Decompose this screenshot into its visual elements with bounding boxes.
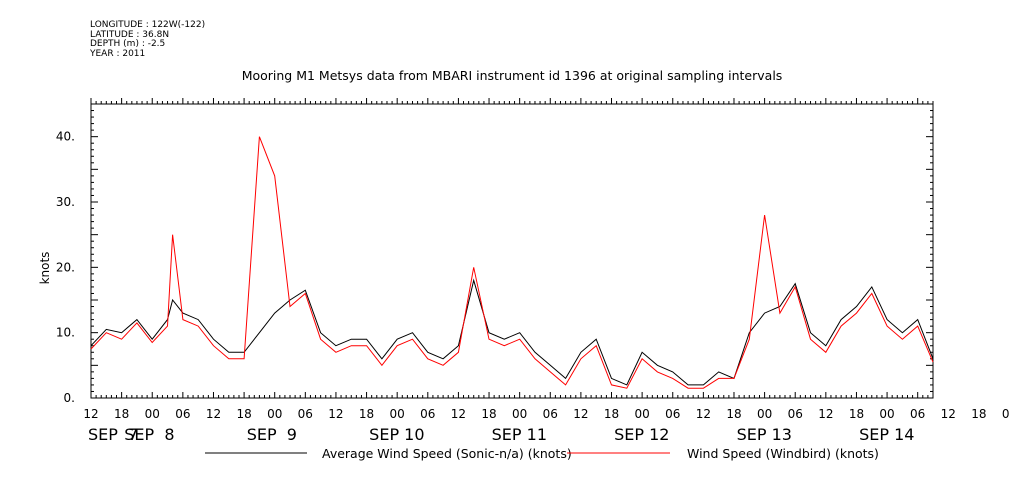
y-tick-label: 40. [56, 130, 75, 144]
series-line-2 [90, 136, 934, 389]
x-day-label: SEP 10 [369, 425, 424, 444]
legend-label-series-2: Wind Speed (Windbird) (knots) [687, 446, 879, 461]
x-tick-label: 18 [726, 407, 741, 421]
x-tick-label: 00 [145, 407, 160, 421]
y-tick-label: 20. [56, 260, 75, 274]
chart-title: Mooring M1 Metsys data from MBARI instru… [242, 68, 783, 83]
x-tick-label: 12 [941, 407, 956, 421]
x-tick-labels: 12 18 00 06 12 18 00 06 12 18 00 06 12 18 00 06 12 18 00 06… [83, 407, 1009, 421]
x-tick-label: 00 [390, 407, 405, 421]
x-day-label: SEP 7 [88, 425, 138, 444]
x-tick-label: 00 [512, 407, 527, 421]
x-day-label: SEP 12 [614, 425, 669, 444]
x-tick-label: 06 [298, 407, 313, 421]
x-tick-label: 18 [971, 407, 986, 421]
x-tick-label: 12 [573, 407, 588, 421]
longitude-text: LONGITUDE : 122W(-122) [90, 20, 206, 30]
x-tick-label: 18 [236, 407, 251, 421]
x-tick-label: 00 [879, 407, 894, 421]
legend: Average Wind Speed (Sonic-n/a) (knots) W… [205, 446, 879, 461]
x-tick-label: 00 [267, 407, 282, 421]
x-tick-label: 12 [696, 407, 711, 421]
x-tick-label: 00 [757, 407, 772, 421]
y-tick-labels: 0. 10. 20. 30. 40. [56, 130, 75, 405]
y-tick-label: 0. [64, 391, 75, 405]
year-text: YEAR : 2011 [90, 48, 146, 59]
x-tick-label: 18 [114, 407, 129, 421]
x-tick-label: 06 [543, 407, 558, 421]
x-tick-label: 12 [206, 407, 221, 421]
x-day-label: SEP 13 [737, 425, 792, 444]
x-day-label: SEP 14 [859, 425, 914, 444]
x-day-label: SEP 8 [124, 425, 174, 444]
x-tick-label: 12 [83, 407, 98, 421]
x-day-label: SEP 9 [247, 425, 297, 444]
x-tick-label: 18 [359, 407, 374, 421]
x-tick-label: 12 [818, 407, 833, 421]
x-tick-label: 06 [175, 407, 190, 421]
metadata-block: LONGITUDE : 122W(-122) LATITUDE : 36.8N … [90, 20, 206, 59]
x-tick-label: 00 [634, 407, 649, 421]
plot-frame [90, 103, 934, 399]
x-tick-label: 12 [328, 407, 343, 421]
y-axis-label: knots [38, 252, 52, 285]
x-tick-label: 00 [1002, 407, 1009, 421]
x-tick-label: 12 [451, 407, 466, 421]
depth-text: DEPTH (m) : -2.5 [90, 39, 166, 49]
latitude-text: LATITUDE : 36.8N [90, 29, 170, 40]
legend-label-series-1: Average Wind Speed (Sonic-n/a) (knots) [322, 446, 572, 461]
x-tick-label: 06 [665, 407, 680, 421]
series-line-1 [90, 278, 934, 386]
x-tick-label: 06 [420, 407, 435, 421]
x-tick-label: 06 [788, 407, 803, 421]
axis-ticks [90, 98, 934, 399]
x-tick-label: 18 [481, 407, 496, 421]
x-tick-label: 18 [604, 407, 619, 421]
series-group [90, 136, 934, 389]
y-tick-label: 10. [56, 326, 75, 340]
y-tick-label: 30. [56, 195, 75, 209]
x-day-label: SEP 11 [492, 425, 547, 444]
x-tick-label: 18 [849, 407, 864, 421]
x-tick-label: 06 [910, 407, 925, 421]
